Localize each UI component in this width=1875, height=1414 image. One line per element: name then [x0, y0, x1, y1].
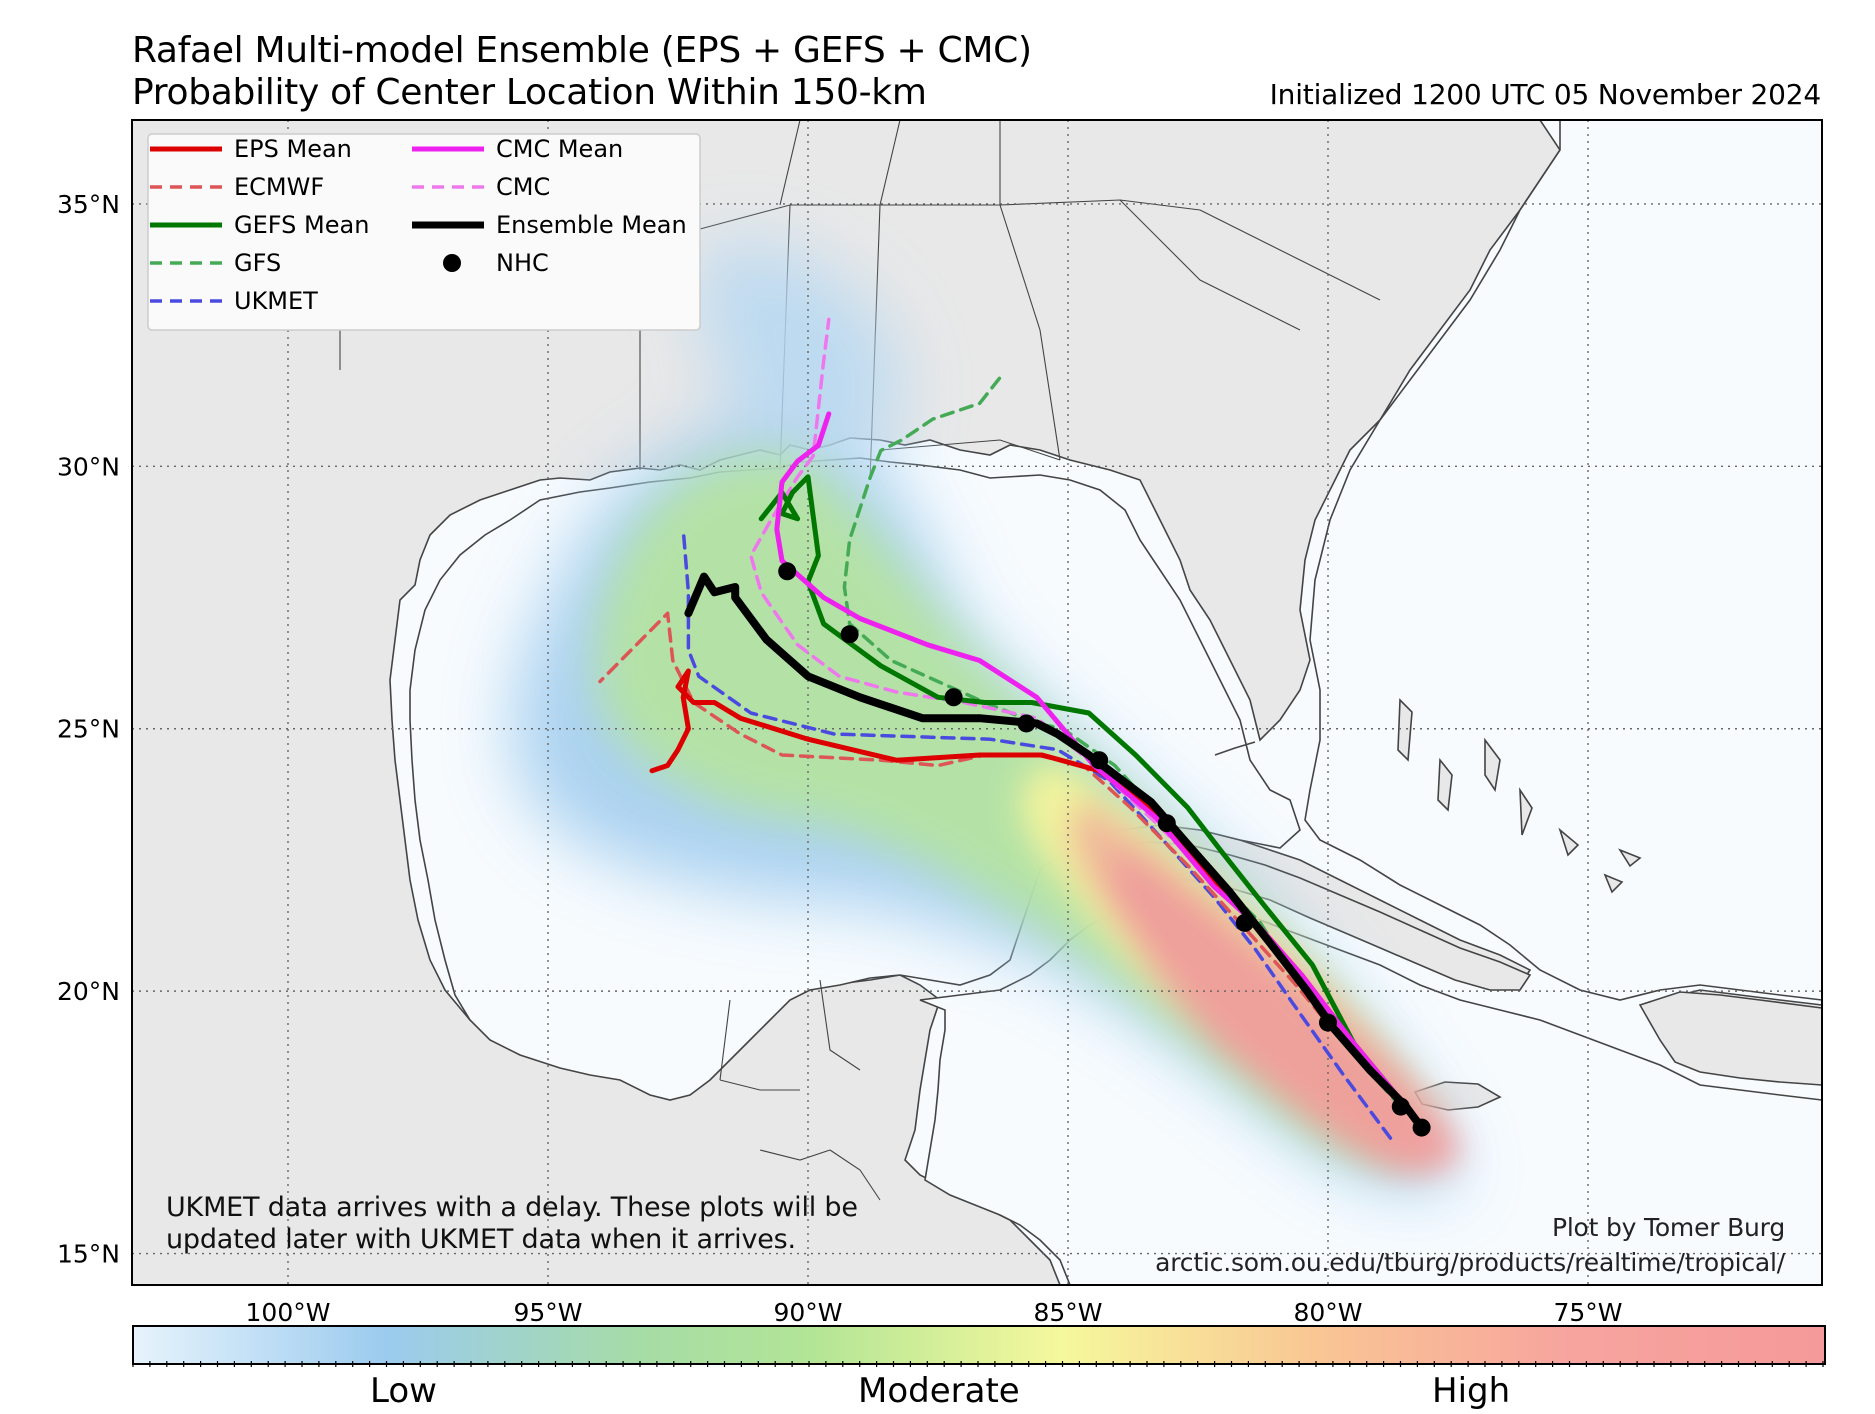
- track-ensemble-mean: [684, 572, 1426, 1132]
- legend-label: ECMWF: [234, 173, 324, 201]
- map-subtitle: Probability of Center Location Within 15…: [132, 72, 927, 113]
- lat-tick-label: 25°N: [57, 715, 120, 744]
- nhc-point: [1090, 751, 1109, 770]
- title-block: Rafael Multi-model Ensemble (EPS + GEFS …: [132, 30, 1032, 114]
- lon-tick-label: 75°W: [1553, 1298, 1622, 1327]
- legend-label: GEFS Mean: [234, 211, 369, 239]
- nhc-point: [1157, 814, 1176, 833]
- hispaniola-outline: [1638, 991, 1822, 1086]
- nhc-point: [840, 625, 859, 644]
- legend-swatch-nhc: [443, 254, 461, 272]
- map-frame: [131, 119, 1823, 1286]
- plot-credit: Plot by Tomer Burg arctic.som.ou.edu/tbu…: [1155, 1210, 1785, 1280]
- lat-tick-label: 30°N: [57, 452, 120, 481]
- legend-label: NHC: [496, 249, 549, 277]
- legend-label: EPS Mean: [234, 135, 352, 163]
- colorbar-label-low: Low: [370, 1371, 437, 1411]
- nhc-point: [1017, 714, 1036, 733]
- lon-tick-label: 80°W: [1293, 1298, 1362, 1327]
- track-cmc: [749, 317, 1408, 1109]
- credit-author: Plot by Tomer Burg: [1551, 1213, 1785, 1242]
- lon-tick-label: 95°W: [513, 1298, 582, 1327]
- track-ukmet: [681, 527, 1393, 1140]
- nhc-point: [1412, 1118, 1431, 1137]
- axis-ticks: 100°W 95°W 90°W 85°W 80°W 75°W 15°N 20°N 25°N 30°…: [57, 190, 1623, 1327]
- legend-label: GFS: [234, 249, 281, 277]
- legend-label: UKMET: [234, 287, 318, 315]
- lon-tick-label: 90°W: [773, 1298, 842, 1327]
- track-ecmwf: [598, 611, 1403, 1109]
- nhc-point: [778, 562, 797, 581]
- credit-url: arctic.som.ou.edu/tburg/products/realtim…: [1155, 1248, 1785, 1277]
- legend-label: CMC: [496, 173, 550, 201]
- ukmet-note: UKMET data arrives with a delay. These p…: [166, 1192, 858, 1256]
- model-tracks: [598, 317, 1431, 1140]
- colorbar-ticks: [132, 1361, 1824, 1367]
- legend-label: CMC Mean: [496, 135, 623, 163]
- legend-label: Ensemble Mean: [496, 211, 687, 239]
- florida-keys: [1214, 741, 1256, 756]
- lon-tick-label: 100°W: [246, 1298, 331, 1327]
- atlantic-ocean: [1304, 120, 1822, 1001]
- nhc-point: [1319, 1013, 1337, 1032]
- track-gefs-mean: [758, 474, 1409, 1110]
- colorbar-label-high: High: [1432, 1371, 1511, 1411]
- colorbar-label-moderate: Moderate: [858, 1371, 1020, 1411]
- legend-box: [147, 133, 701, 331]
- legend: EPS Mean ECMWF GEFS Mean GFS UKMET CMC Mean CM…: [147, 133, 701, 331]
- nhc-point: [1391, 1097, 1410, 1116]
- nhc-point: [1235, 913, 1254, 932]
- lat-tick-label: 35°N: [57, 190, 120, 219]
- nhc-point: [944, 688, 963, 707]
- bahamas-outline: [1397, 698, 1642, 894]
- ukmet-note-line2: updated later with UKMET data when it ar…: [166, 1224, 796, 1255]
- probability-colorbar: [132, 1325, 1826, 1365]
- lon-tick-label: 85°W: [1033, 1298, 1102, 1327]
- map-title: Rafael Multi-model Ensemble (EPS + GEFS …: [132, 30, 1032, 71]
- north-america-land: [132, 120, 1561, 1285]
- ukmet-note-line1: UKMET data arrives with a delay. These p…: [166, 1192, 858, 1223]
- lat-tick-label: 20°N: [57, 977, 120, 1006]
- legend-items: EPS Mean ECMWF GEFS Mean GFS UKMET CMC Mean CM…: [150, 135, 687, 315]
- lat-tick-label: 15°N: [57, 1240, 120, 1269]
- initialized-time: Initialized 1200 UTC 05 November 2024: [1269, 78, 1822, 111]
